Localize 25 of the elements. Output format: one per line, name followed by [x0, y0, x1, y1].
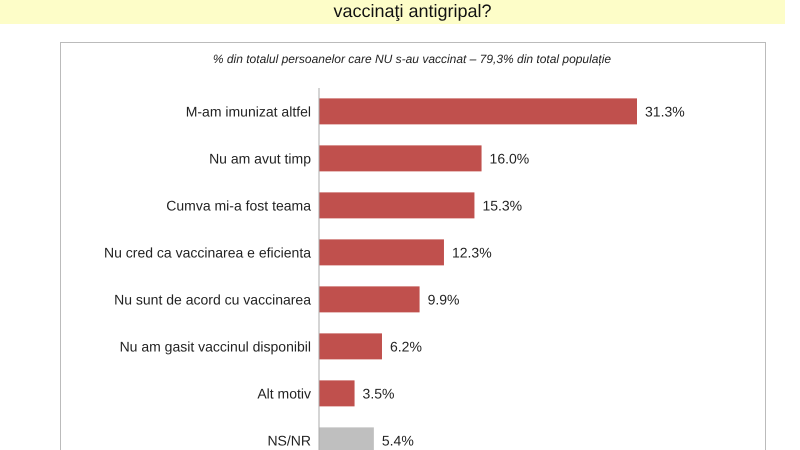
y-tick-label: Nu sunt de acord cu vaccinarea: [114, 291, 312, 308]
data-label: 5.4%: [382, 432, 414, 448]
y-tick-label: Nu am avut timp: [209, 150, 312, 166]
data-label: 31.3%: [645, 103, 685, 120]
data-label: 9.9%: [428, 291, 460, 308]
data-label: 3.5%: [362, 385, 394, 402]
bar: [319, 333, 382, 360]
bar: [319, 286, 420, 312]
data-label: 15.3%: [482, 197, 522, 214]
y-tick-label: Nu cred ca vaccinarea e eficienta: [104, 244, 312, 260]
bar: [319, 145, 482, 172]
y-tick-label: NS/NR: [267, 432, 311, 448]
bar: [319, 380, 355, 406]
y-tick-label: Alt motiv: [257, 385, 311, 402]
data-label: 16.0%: [490, 150, 530, 166]
data-label: 6.2%: [390, 338, 422, 354]
bar: [319, 192, 474, 218]
y-tick-label: M-am imunizat altfel: [186, 103, 311, 120]
y-tick-label: Cumva mi-a fost teama: [166, 197, 312, 214]
chart-subtitle: % din totalul persoanelor care NU s-au vaccinat – 79,3% din total populație: [212, 52, 612, 66]
chart-title: vaccinaţi antigripal?: [332, 1, 493, 22]
bar: [319, 239, 444, 266]
bar: [319, 98, 637, 124]
data-label: 12.3%: [452, 244, 492, 260]
y-tick-label: Nu am gasit vaccinul disponibil: [120, 338, 311, 354]
